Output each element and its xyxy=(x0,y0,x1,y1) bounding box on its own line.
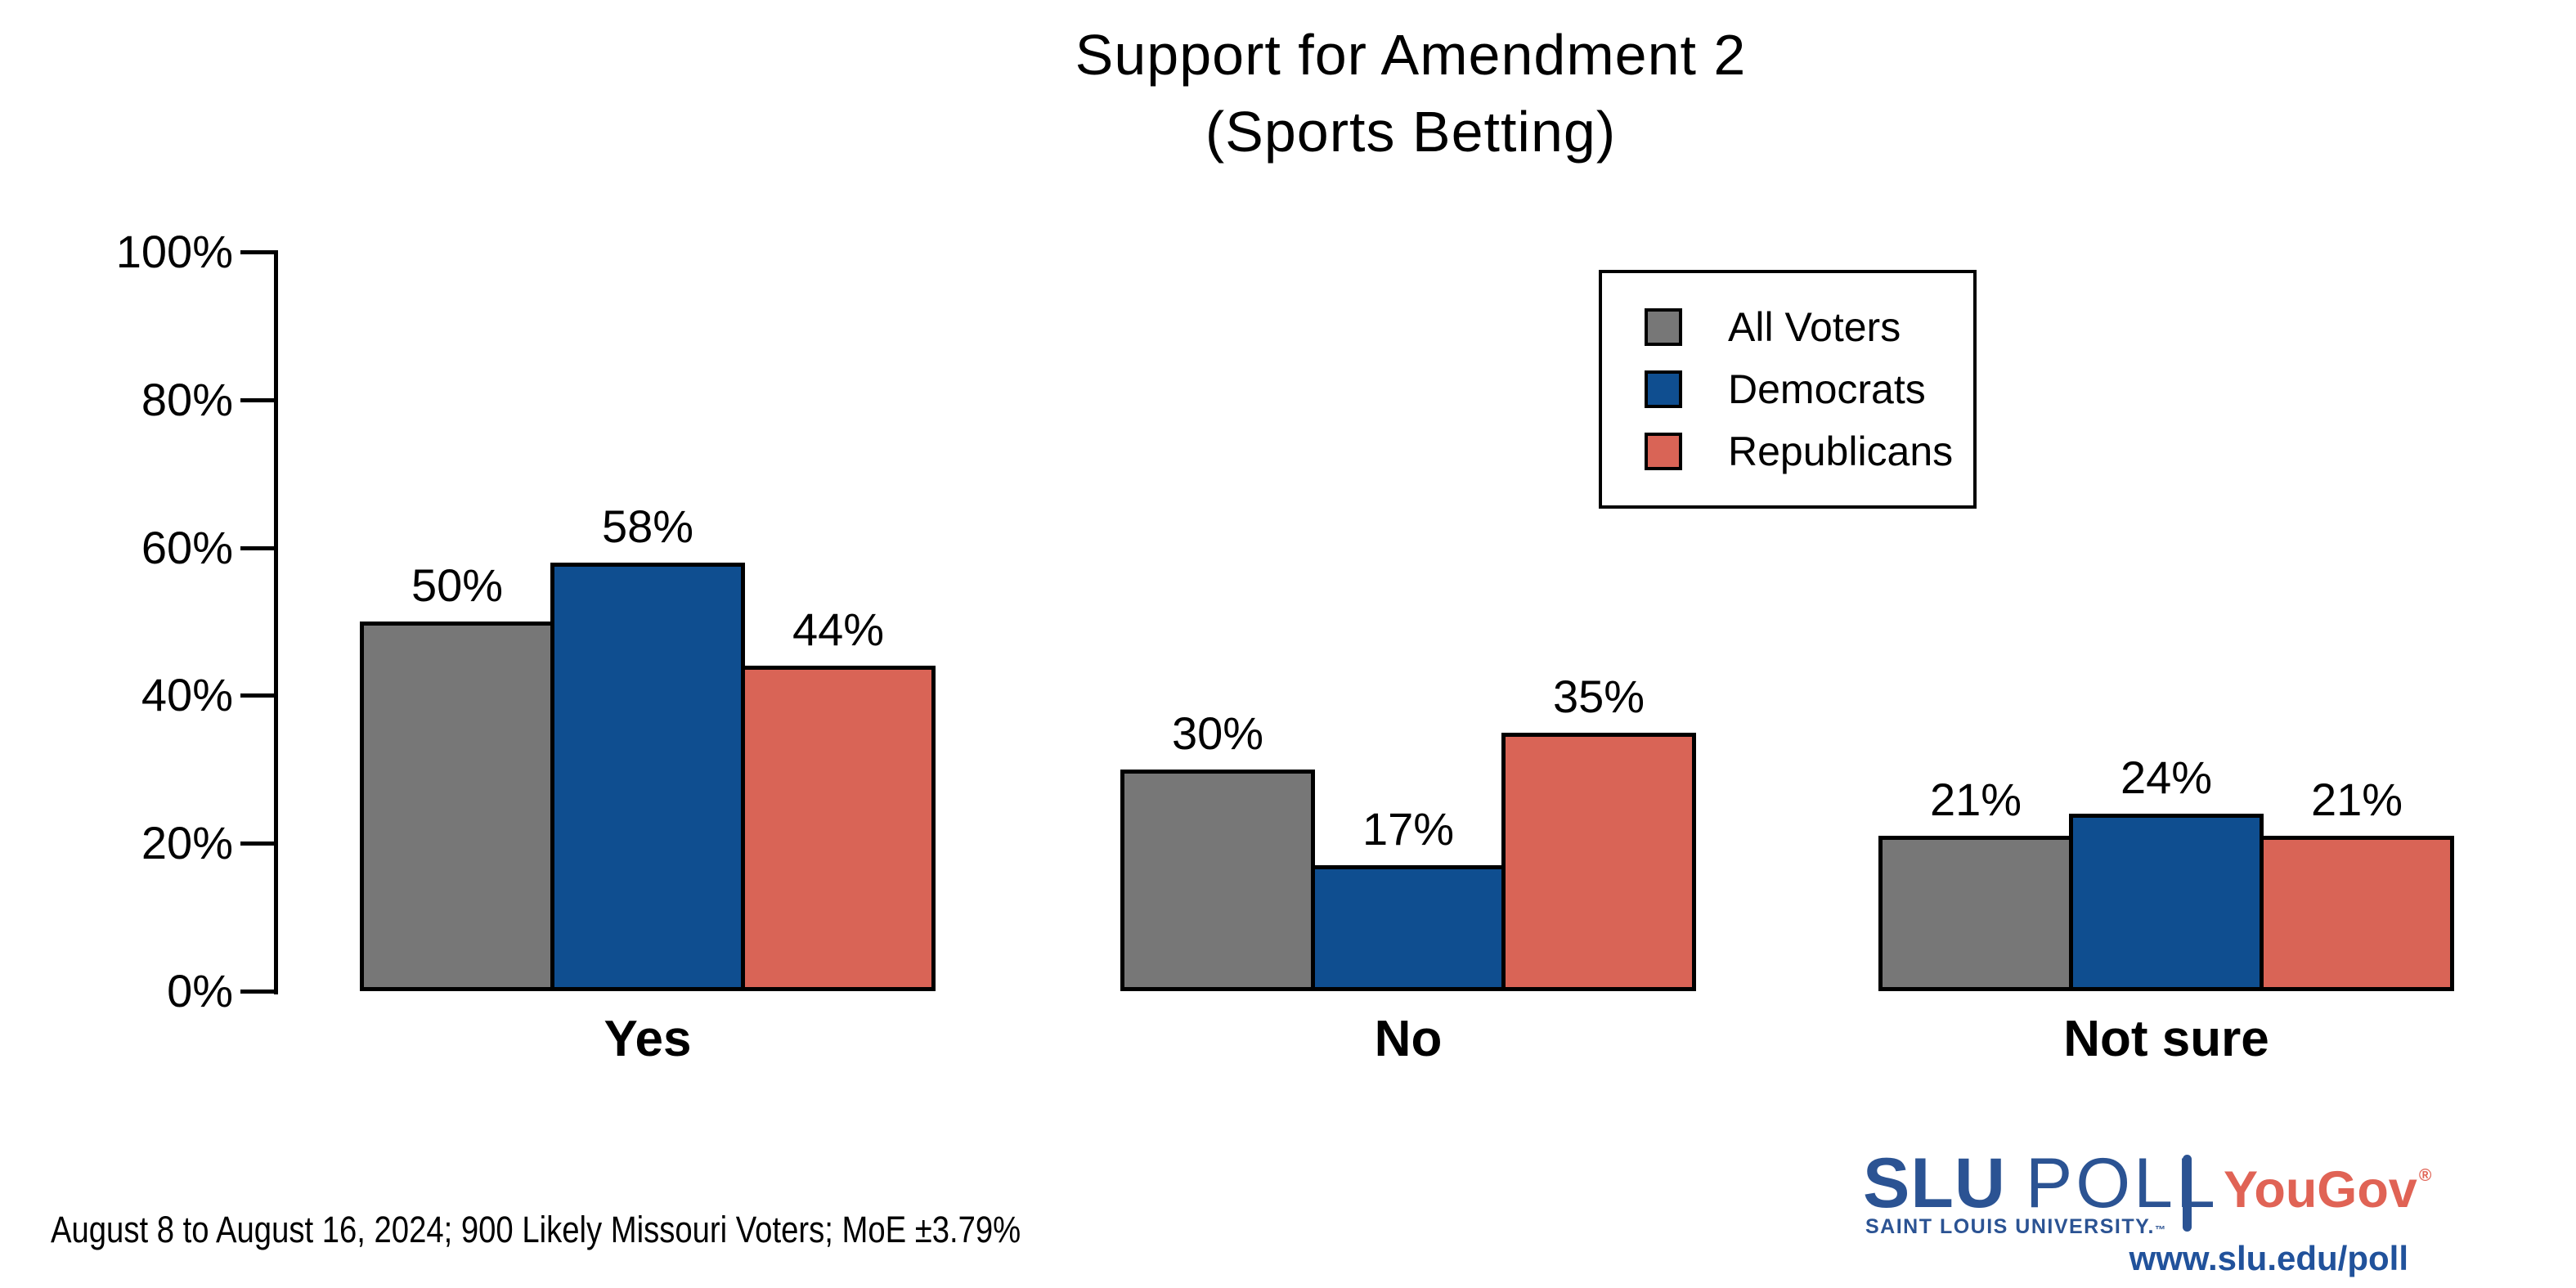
category-label-no: No xyxy=(1374,1011,1443,1067)
bar-value-label: 50% xyxy=(411,559,504,611)
bar-value-label: 17% xyxy=(1362,803,1455,855)
y-axis-line xyxy=(274,250,278,994)
footer-note: August 8 to August 16, 2024; 900 Likely … xyxy=(51,1209,1021,1250)
category-label-yes: Yes xyxy=(604,1011,692,1067)
bar-not-sure-republicans xyxy=(2260,836,2454,991)
y-axis-tick xyxy=(240,841,276,846)
bar-no-republicans xyxy=(1501,733,1696,991)
bar-value-label: 21% xyxy=(2310,774,2403,825)
legend-row: Republicans xyxy=(1645,431,1973,472)
bar-value-label: 24% xyxy=(2120,752,2213,803)
slu-university-text: SAINT LOUIS UNIVERSITY.™ xyxy=(1865,1217,2166,1240)
registered-symbol: ® xyxy=(2418,1166,2432,1185)
chart-title-line2: (Sports Betting) xyxy=(1205,100,1617,164)
chart-title-line1: Support for Amendment 2 xyxy=(1075,23,1747,87)
bar-yes-democrats xyxy=(550,563,745,991)
bar-value-label: 58% xyxy=(601,500,694,552)
y-axis-tick-label: 80% xyxy=(141,374,233,425)
y-axis-tick xyxy=(240,398,276,402)
bar-yes-all-voters xyxy=(360,622,554,991)
y-axis-tick xyxy=(240,990,276,994)
legend-box: All Voters Democrats Republicans xyxy=(1599,270,1977,509)
bar-not-sure-democrats xyxy=(2069,814,2264,991)
bar-no-democrats xyxy=(1311,865,1506,991)
chart-title: Support for Amendment 2 (Sports Betting) xyxy=(274,16,2547,170)
y-axis-tick xyxy=(240,546,276,550)
y-axis-tick-label: 0% xyxy=(167,965,233,1016)
brand-divider xyxy=(2183,1155,2192,1232)
yougov-logo: YouGov® xyxy=(2224,1165,2432,1227)
legend-label: All Voters xyxy=(1728,304,1901,350)
legend-swatch-republicans xyxy=(1645,433,1682,470)
y-axis-tick-label: 60% xyxy=(141,522,233,573)
legend-swatch-democrats xyxy=(1645,370,1682,408)
legend-label: Democrats xyxy=(1728,366,1926,412)
y-axis-tick xyxy=(240,250,276,254)
legend-swatch-all-voters xyxy=(1645,308,1682,346)
trademark-symbol: ™ xyxy=(2154,1223,2167,1236)
category-label-not-sure: Not sure xyxy=(2063,1011,2269,1067)
bar-value-label: 30% xyxy=(1171,707,1264,759)
bar-value-label: 21% xyxy=(1929,774,2022,825)
bar-not-sure-all-voters xyxy=(1878,836,2073,991)
yougov-logo-text: YouGov xyxy=(2224,1161,2417,1218)
bar-value-label: 44% xyxy=(792,604,885,655)
bar-no-all-voters xyxy=(1120,770,1315,991)
bar-value-label: 35% xyxy=(1552,671,1645,722)
y-axis-tick-label: 100% xyxy=(115,226,233,277)
slu-logo-text: SLU xyxy=(1863,1144,2006,1223)
y-axis-tick xyxy=(240,693,276,698)
slu-poll-logo: SLU POLL xyxy=(1863,1148,2219,1218)
bar-yes-republicans xyxy=(741,666,936,991)
legend-row: All Voters xyxy=(1645,307,1973,348)
slu-poll-url: www.slu.edu/poll xyxy=(2129,1239,2408,1277)
y-axis-tick-label: 40% xyxy=(141,669,233,720)
legend-label: Republicans xyxy=(1728,429,1954,474)
y-axis-tick-label: 20% xyxy=(141,817,233,868)
slu-university-label: SAINT LOUIS UNIVERSITY. xyxy=(1865,1215,2155,1238)
legend-row: Democrats xyxy=(1645,369,1973,410)
